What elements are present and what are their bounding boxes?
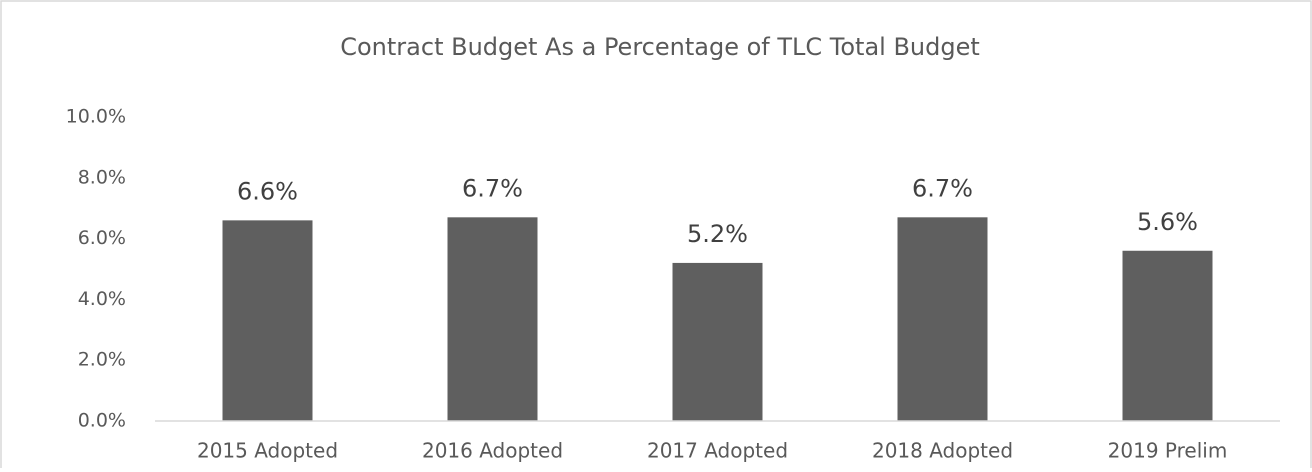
value-label: 6.7% bbox=[912, 174, 973, 202]
y-tick-label: 0.0% bbox=[78, 410, 126, 432]
value-label: 5.6% bbox=[1137, 208, 1198, 236]
x-tick-label: 2015 Adopted bbox=[197, 439, 338, 463]
y-tick-label: 4.0% bbox=[78, 288, 126, 310]
bar bbox=[897, 217, 988, 421]
y-tick-label: 10.0% bbox=[66, 106, 126, 128]
bar bbox=[447, 217, 538, 421]
bar bbox=[1122, 250, 1213, 421]
y-tick-label: 6.0% bbox=[78, 227, 126, 249]
y-tick-label: 8.0% bbox=[78, 166, 126, 188]
bar bbox=[672, 262, 763, 421]
value-label: 6.6% bbox=[237, 177, 298, 205]
x-tick-label: 2019 Prelim bbox=[1108, 439, 1228, 463]
x-tick-label: 2018 Adopted bbox=[872, 439, 1013, 463]
x-tick-label: 2017 Adopted bbox=[647, 439, 788, 463]
bar bbox=[222, 220, 313, 421]
chart-title: Contract Budget As a Percentage of TLC T… bbox=[340, 33, 980, 61]
value-label: 6.7% bbox=[462, 174, 523, 202]
x-tick-label: 2016 Adopted bbox=[422, 439, 563, 463]
value-label: 5.2% bbox=[687, 220, 748, 248]
y-tick-label: 2.0% bbox=[78, 349, 126, 371]
